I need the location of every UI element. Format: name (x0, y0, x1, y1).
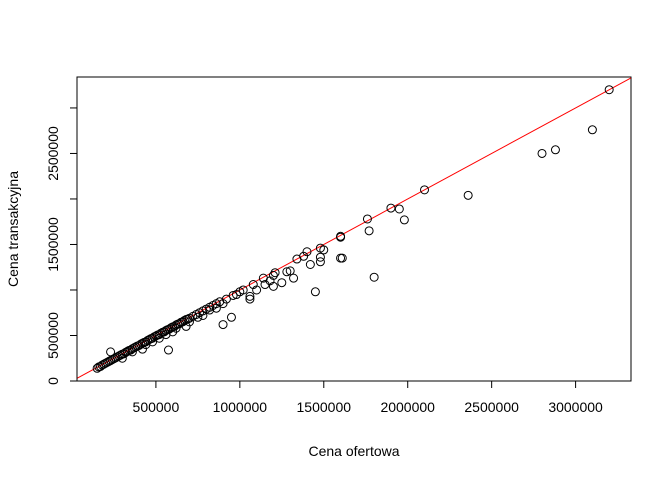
y-tick-label: 2500000 (45, 126, 61, 181)
data-point (537, 148, 547, 158)
data-point (205, 305, 215, 315)
data-point (163, 345, 173, 355)
data-point (289, 273, 299, 283)
x-tick-label: 500000 (133, 399, 180, 415)
x-axis: 500000 1000000 1500000 2000000 2500000 300000… (133, 380, 603, 415)
data-point (362, 214, 372, 224)
data-point (364, 226, 374, 236)
data-point (117, 353, 127, 363)
data-point (394, 204, 404, 214)
data-point (218, 299, 228, 309)
x-tick-label: 2500000 (464, 399, 519, 415)
data-point (137, 344, 147, 354)
data-point (218, 320, 228, 330)
data-point (463, 190, 473, 200)
x-axis-label: Cena ofertowa (308, 443, 399, 459)
data-point (282, 267, 292, 277)
data-point (127, 347, 137, 357)
data-point (550, 145, 560, 155)
data-point (337, 253, 347, 263)
data-point (268, 270, 278, 280)
data-point (302, 247, 312, 257)
data-point (171, 323, 181, 333)
data-point (604, 85, 614, 95)
data-point (319, 245, 329, 255)
data-point (198, 310, 208, 320)
data-point (587, 125, 597, 135)
y-axis: 0 500000 1500000 2500000 (45, 107, 78, 385)
data-point (148, 337, 158, 347)
data-point (106, 347, 116, 357)
data-point (211, 303, 221, 313)
data-point (369, 272, 379, 282)
data-point (228, 290, 238, 300)
data-point (221, 294, 231, 304)
data-point (399, 215, 409, 225)
data-point (315, 252, 325, 262)
data-point (310, 287, 320, 297)
data-point (270, 268, 280, 278)
data-point (245, 294, 255, 304)
y-tick-label: 0 (45, 377, 61, 385)
data-point (268, 281, 278, 291)
data-point (245, 291, 255, 301)
x-tick-label: 3000000 (548, 399, 603, 415)
data-points (92, 85, 614, 373)
y-axis-label: Cena transakcyjna (5, 171, 21, 287)
data-point (184, 317, 194, 327)
data-point (226, 312, 236, 322)
data-point (277, 278, 287, 288)
x-tick-label: 1000000 (213, 399, 268, 415)
data-point (181, 321, 191, 331)
x-tick-label: 1500000 (297, 399, 352, 415)
data-point (420, 185, 430, 195)
y-tick-label: 1500000 (45, 217, 61, 272)
data-point (315, 257, 325, 267)
data-point (154, 333, 164, 343)
data-point (285, 266, 295, 276)
data-point (299, 251, 309, 261)
data-point (238, 285, 248, 295)
data-point (193, 312, 203, 322)
data-point (336, 232, 346, 242)
data-point (252, 285, 262, 295)
y-tick-label: 500000 (45, 312, 61, 359)
data-point (305, 260, 315, 269)
x-tick-label: 2000000 (380, 399, 435, 415)
